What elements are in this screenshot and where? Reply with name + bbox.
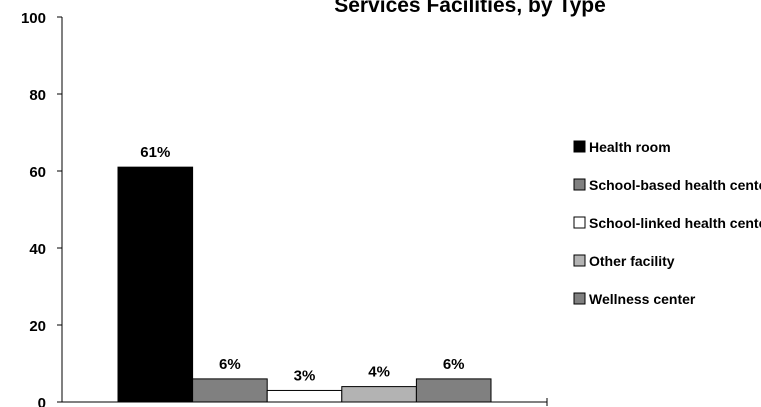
y-tick-label: 100 [21,10,46,27]
legend-swatch [573,292,586,305]
legend-label: Health room [589,139,671,155]
y-tick-label: 0 [38,395,46,407]
data-label: 6% [443,356,465,373]
data-label: 61% [140,144,170,161]
bar [341,386,417,403]
y-tick-label: 40 [29,241,46,258]
bar [117,166,194,403]
bar [266,389,343,403]
data-label: 6% [219,356,241,373]
y-axis: 0 20 40 60 80 100 [21,10,548,407]
chart-title: Services Facilities, by Type [334,0,606,17]
legend-label: School-based health center [589,177,761,193]
legend-label: Wellness center [589,291,696,307]
y-tick-label: 80 [29,87,46,104]
legend-swatch [573,254,586,267]
bar [415,378,492,403]
legend-label: School-linked health center [589,215,761,231]
legend: Health room School-based health center Sch… [573,139,761,307]
y-tick-label: 20 [29,318,46,335]
bar [192,378,268,403]
legend-swatch [573,178,586,191]
bars [117,166,492,403]
legend-swatch [573,140,586,153]
legend-label: Other facility [589,253,675,269]
legend-swatch [573,216,586,229]
data-labels: 61% 6% 3% 4% 6% [140,144,464,384]
y-tick-label: 60 [29,164,46,181]
data-label: 4% [368,364,390,381]
data-label: 3% [294,367,316,384]
